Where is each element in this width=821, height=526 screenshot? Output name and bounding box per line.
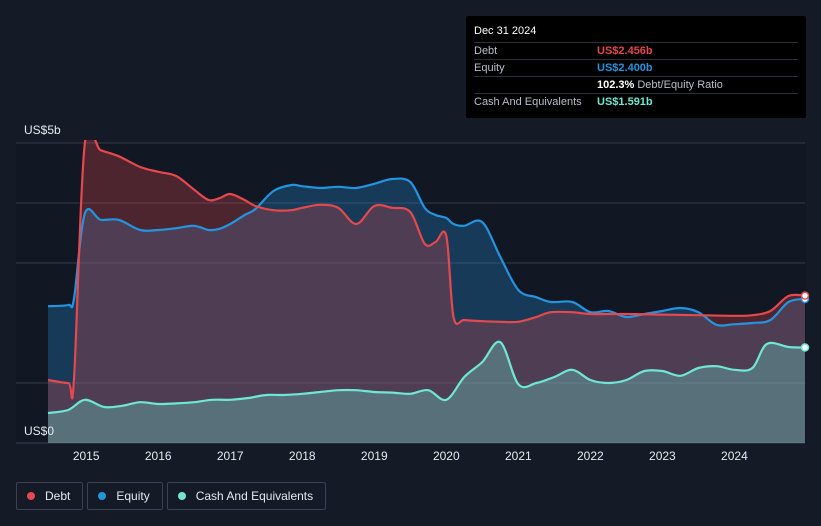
legend-item-equity[interactable]: Equity [87, 482, 163, 510]
tooltip-equity-value: US$2.400b [597, 62, 653, 74]
x-tick-label: 2022 [577, 449, 604, 463]
series-areas [48, 140, 805, 443]
debt-dot-icon [27, 492, 35, 500]
tooltip-equity-label: Equity [474, 62, 505, 74]
y-tick-label: US$0 [24, 424, 54, 438]
cash-and-equivalents-area [48, 341, 805, 443]
tooltip-cash-value: US$1.591b [597, 96, 653, 108]
legend-label-cash: Cash And Equivalents [195, 489, 314, 503]
data-tooltip: Dec 31 2024 Debt US$2.456b Equity US$2.4… [466, 16, 806, 118]
x-tick-label: 2015 [73, 449, 100, 463]
chart-legend: Debt Equity Cash And Equivalents [16, 482, 327, 510]
series-lines [47, 140, 806, 415]
debt-area [48, 140, 805, 443]
debt-end-point [800, 291, 810, 300]
tooltip-debt-value: US$2.456b [597, 45, 653, 57]
tooltip-cash-label: Cash And Equivalents [474, 96, 582, 108]
tooltip-equity-row: Equity US$2.400b [474, 59, 798, 76]
y-axis-ticks: US$5b US$0 [24, 123, 61, 438]
tooltip-ratio-row: 102.3% Debt/Equity Ratio [474, 76, 798, 93]
tooltip-ratio-value: 102.3% [597, 79, 635, 91]
debt-line [47, 140, 806, 400]
tooltip-cash-row: Cash And Equivalents US$1.591b [474, 93, 798, 110]
legend-label-debt: Debt [45, 489, 71, 503]
cash-dot-icon [177, 492, 186, 500]
legend-label-equity: Equity [116, 489, 150, 503]
cash-and-equivalents-end-point [800, 343, 810, 352]
cash-and-equivalents-line [47, 340, 806, 415]
series-end-markers [800, 291, 810, 352]
x-tick-label: 2018 [289, 449, 316, 463]
x-tick-label: 2016 [145, 449, 172, 463]
x-axis-ticks: 2015 2016 2017 2018 2019 2020 2021 2022 2023 2024 [73, 449, 748, 463]
x-tick-label: 2017 [217, 449, 244, 463]
legend-item-cash[interactable]: Cash And Equivalents [166, 482, 327, 510]
legend-item-debt[interactable]: Debt [16, 482, 84, 510]
y-tick-label: US$5b [24, 123, 61, 137]
x-tick-label: 2019 [361, 449, 388, 463]
equity-dot-icon [98, 492, 107, 500]
grid-lines [16, 142, 805, 444]
x-tick-label: 2021 [505, 449, 532, 463]
tooltip-debt-row: Debt US$2.456b [474, 42, 798, 59]
tooltip-date: Dec 31 2024 [474, 25, 537, 37]
tooltip-debt-label: Debt [474, 45, 498, 57]
equity-line [47, 177, 806, 327]
x-tick-label: 2024 [721, 449, 748, 463]
x-tick-label: 2023 [649, 449, 676, 463]
tooltip-ratio-label: Debt/Equity Ratio [637, 79, 723, 91]
equity-area [48, 178, 805, 443]
x-tick-label: 2020 [433, 449, 460, 463]
